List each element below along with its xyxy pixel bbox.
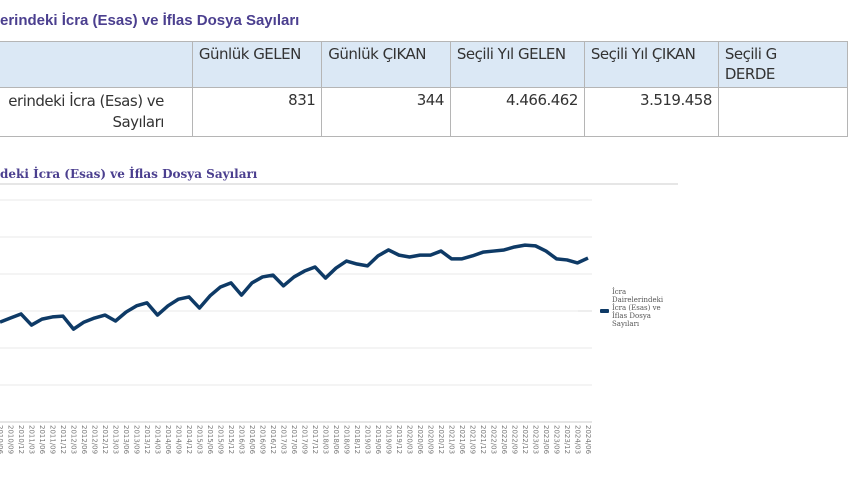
x-tick-label: 2017/12 [311, 425, 319, 454]
header-cell: Günlük ÇIKAN [321, 41, 451, 88]
legend-label: İcra [612, 287, 626, 296]
x-tick-label: 2016/03 [238, 425, 246, 454]
x-tick-label: 2016/06 [248, 425, 256, 455]
x-tick-label: 2011/12 [59, 425, 67, 454]
x-tick-label: 2022/09 [511, 425, 519, 454]
x-tick-label: 2019/03 [364, 425, 372, 454]
legend-label: Sayıları [612, 320, 640, 328]
x-tick-label: 2015/09 [217, 425, 225, 454]
x-tick-label: 2010/12 [17, 425, 25, 454]
x-tick-label: 2013/12 [143, 425, 151, 454]
x-tick-label: 2021/09 [469, 425, 477, 454]
x-tick-label: 2019/09 [385, 425, 393, 454]
x-tick-label: 2024/03 [574, 425, 582, 454]
x-tick-label: 2020/03 [406, 425, 414, 454]
x-tick-label: 2014/09 [175, 425, 183, 454]
x-tick-label: 2020/06 [416, 425, 424, 455]
x-tick-label: 2023/06 [542, 425, 550, 455]
x-tick-label: 2022/06 [500, 425, 508, 455]
x-tick-label: 2021/03 [448, 425, 456, 454]
x-tick-label: 2011/06 [38, 425, 46, 455]
x-tick-label: 2022/12 [521, 425, 529, 454]
cell-pending [717, 87, 849, 137]
x-tick-label: 2019/06 [374, 425, 382, 455]
x-tick-label: 2014/12 [185, 425, 193, 454]
x-tick-label: 2012/12 [101, 425, 109, 454]
cell-year-out: 3.519.458 [583, 87, 719, 137]
x-tick-label: 2011/03 [28, 425, 36, 454]
x-tick-label: 2010/09 [7, 425, 15, 454]
x-tick-label: 2018/06 [332, 425, 340, 455]
x-tick-label: 2021/06 [458, 425, 466, 455]
x-tick-label: 2010/06 [0, 425, 4, 455]
x-tick-label: 2018/12 [353, 425, 361, 454]
x-tick-label: 2016/09 [259, 425, 267, 454]
page-title: erindeki İcra (Esas) ve İflas Dosya Sayı… [0, 12, 300, 29]
header-cell: Seçili Yıl ÇIKAN [583, 41, 719, 88]
header-cell: Seçili G DERDE [717, 41, 849, 88]
x-tick-label: 2021/12 [479, 425, 487, 454]
summary-table: Günlük GELEN Günlük ÇIKAN Seçili Yıl GEL… [0, 41, 849, 137]
x-tick-label: 2023/03 [532, 425, 540, 454]
table-row: erindeki İcra (Esas) ve Sayıları 831 344… [0, 87, 849, 137]
x-tick-label: 2016/12 [269, 425, 277, 454]
x-tick-label: 2017/06 [290, 425, 298, 455]
x-tick-label: 2015/03 [196, 425, 204, 454]
legend-label: Dairelerindeki [612, 296, 664, 304]
legend-label: İcra (Esas) ve [612, 303, 661, 312]
cell-year-in: 4.466.462 [449, 87, 585, 137]
x-tick-label: 2014/03 [154, 425, 162, 454]
x-tick-label: 2020/09 [427, 425, 435, 454]
x-tick-label: 2019/12 [395, 425, 403, 454]
x-tick-label: 2013/09 [133, 425, 141, 454]
x-tick-label: 2023/09 [553, 425, 561, 454]
legend-swatch [600, 309, 609, 313]
x-tick-label: 2017/09 [301, 425, 309, 454]
x-tick-label: 2015/06 [206, 425, 214, 455]
x-tick-label: 2020/12 [437, 425, 445, 454]
series-line [0, 243, 589, 331]
x-tick-label: 2013/03 [112, 425, 120, 454]
x-tick-label: 2018/03 [322, 425, 330, 454]
x-tick-label: 2011/09 [49, 425, 57, 454]
x-tick-label: 2017/03 [280, 425, 288, 454]
chart-title: deki İcra (Esas) ve İflas Dosya Sayıları [0, 167, 258, 181]
x-tick-label: 2024/06 [584, 425, 592, 455]
legend-label: İflas Dosya [612, 311, 651, 320]
row-label: erindeki İcra (Esas) ve Sayıları [0, 87, 193, 137]
cell-daily-in: 831 [191, 87, 323, 137]
x-tick-label: 2013/06 [122, 425, 130, 455]
x-tick-label: 2014/06 [164, 425, 172, 455]
x-tick-label: 2022/03 [490, 425, 498, 454]
x-tick-label: 2015/12 [227, 425, 235, 454]
x-tick-label: 2012/09 [91, 425, 99, 454]
x-tick-label: 2012/03 [70, 425, 78, 454]
x-tick-label: 2012/06 [80, 425, 88, 455]
x-tick-label: 2023/12 [563, 425, 571, 454]
x-tick-label: 2018/09 [343, 425, 351, 454]
